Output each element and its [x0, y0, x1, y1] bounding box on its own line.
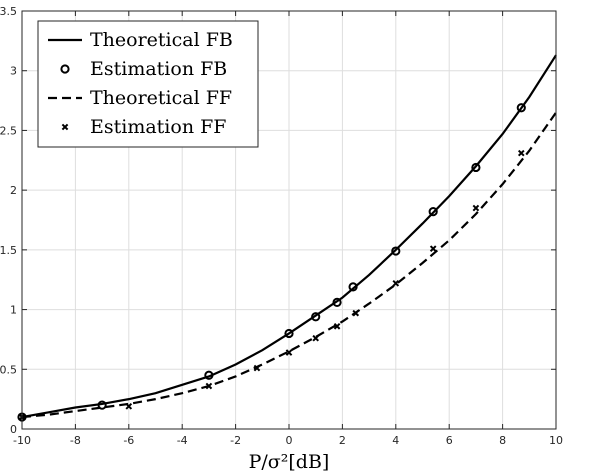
estimation-ff-point: [205, 382, 213, 390]
y-tick-label: 2: [10, 184, 17, 197]
estimation-fb-markers: [17, 103, 526, 422]
legend-swatch-estimation-ff: [61, 123, 69, 131]
estimation-fb-point: [284, 328, 294, 339]
estimation-ff-point: [312, 334, 320, 342]
y-tick-label: 3: [10, 65, 17, 78]
estimation-ff-point: [333, 322, 341, 330]
estimation-fb-point: [391, 246, 401, 256]
x-tick-label: 2: [339, 434, 346, 447]
x-tick-label: -6: [123, 434, 134, 447]
y-tick-label: 1: [10, 304, 17, 317]
legend-swatch-estimation-fb: [60, 64, 70, 74]
estimation-fb-point: [311, 312, 321, 322]
estimation-fb-point: [428, 207, 438, 217]
theoretical-fb-line: [21, 54, 557, 419]
x-tick-label: 8: [499, 434, 506, 447]
x-tick-label: 0: [286, 434, 293, 447]
x-tick-label: -8: [70, 434, 81, 447]
x-axis-title: P/σ²[dB]: [249, 451, 330, 473]
estimation-fb-point: [97, 400, 107, 410]
estimation-fb-point: [204, 370, 214, 380]
estimation-ff-point: [517, 149, 525, 157]
x-tick-label: 6: [446, 434, 453, 447]
estimation-ff-point: [472, 204, 480, 212]
legend-label-theoretical-ff: Theoretical FF: [90, 87, 232, 109]
legend-label-estimation-fb: Estimation FB: [90, 58, 227, 80]
y-tick-label: 0: [10, 423, 17, 436]
x-tick-label: -4: [177, 434, 188, 447]
y-tick-label: 3.5: [0, 5, 17, 18]
estimation-ff-point: [253, 364, 261, 372]
estimation-ff-point: [285, 349, 293, 356]
estimation-ff-point: [429, 245, 437, 252]
x-tick-label: 10: [549, 434, 563, 447]
theoretical-ff-line: [21, 111, 557, 419]
legend-box: [37, 20, 259, 148]
axis-ticks: -10 -8 -6 -4 -2 0 2 4 6 8 10 0 0.5 1 1.5 2 2.5 3 3.5: [0, 5, 563, 447]
estimation-fb-point: [471, 162, 481, 173]
legend-label-estimation-ff: Estimation FF: [90, 116, 226, 138]
legend-label-theoretical-fb: Theoretical FB: [90, 29, 233, 51]
estimation-fb-point: [348, 282, 358, 292]
y-tick-label: 1.5: [0, 244, 17, 257]
x-tick-label: -2: [230, 434, 241, 447]
x-tick-label: -10: [13, 434, 31, 447]
legend: Theoretical FB Estimation FB Theoretical F…: [37, 20, 259, 148]
estimation-ff-point: [392, 279, 400, 287]
estimation-fb-point: [332, 297, 342, 308]
x-tick-label: 4: [392, 434, 399, 447]
estimation-ff-point: [125, 403, 133, 410]
estimation-ff-point: [352, 309, 360, 317]
y-tick-label: 2.5: [0, 124, 17, 137]
estimation-fb-point: [516, 103, 526, 113]
y-tick-label: 0.5: [0, 363, 17, 376]
